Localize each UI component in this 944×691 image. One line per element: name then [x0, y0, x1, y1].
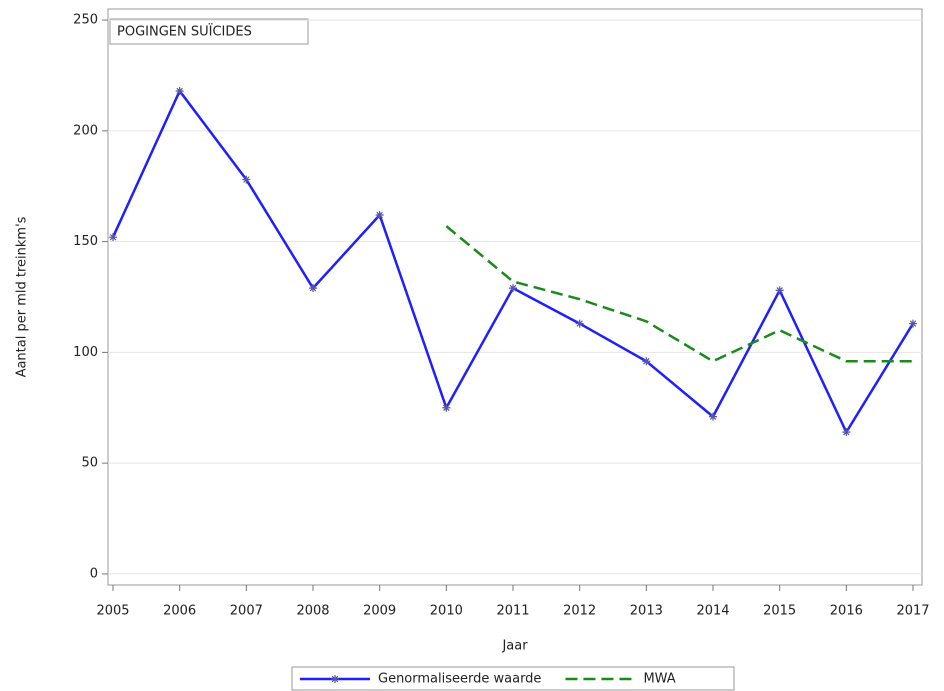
marker [575, 319, 584, 328]
legend-box [291, 666, 735, 691]
y-tick-label: 150 [73, 234, 98, 249]
x-tick-label: 2012 [563, 604, 596, 619]
marker [709, 412, 717, 421]
marker [242, 175, 251, 184]
annotation: POGINGEN SUÏCIDES [117, 24, 252, 40]
marker [442, 403, 451, 412]
y-tick-label: 100 [73, 345, 98, 360]
marker [375, 211, 384, 220]
x-tick-label: 2009 [363, 604, 396, 619]
y-tick-label: 50 [81, 456, 98, 471]
x-tick-label: 2007 [230, 604, 263, 619]
y-tick-label: 200 [73, 123, 98, 138]
x-tick-label: 2010 [430, 604, 463, 619]
y-tick-label: 0 [90, 566, 98, 581]
marker [109, 233, 117, 242]
x-tick-label: 2017 [896, 604, 929, 619]
annotation-box [109, 18, 309, 45]
y-tick-label: 250 [73, 13, 98, 28]
x-tick-label: 2008 [296, 604, 329, 619]
x-tick-label: 2006 [163, 604, 196, 619]
legend-marker [331, 675, 339, 683]
x-tick-label: 2016 [830, 604, 863, 619]
series-line [111, 88, 915, 435]
x-tick-label: 2011 [496, 604, 529, 619]
x-axis-label: Jaar [501, 639, 528, 654]
marker [509, 284, 517, 293]
legend-label: Genormaliseerde waarde [378, 672, 541, 687]
marker [175, 86, 184, 95]
x-tick-label: 2015 [763, 604, 796, 619]
marker [775, 286, 784, 295]
plot-frame [107, 8, 923, 586]
marker [842, 428, 851, 437]
series-line [445, 225, 913, 363]
x-tick-label: 2013 [630, 604, 663, 619]
x-tick-label: 2014 [696, 604, 729, 619]
marker [309, 284, 317, 293]
marker [909, 319, 917, 328]
x-tick-label: 2005 [96, 604, 129, 619]
y-axis-label: Aantal per mld treinkm's [15, 216, 30, 377]
marker [642, 357, 651, 366]
legend-label: MWA [643, 672, 675, 687]
